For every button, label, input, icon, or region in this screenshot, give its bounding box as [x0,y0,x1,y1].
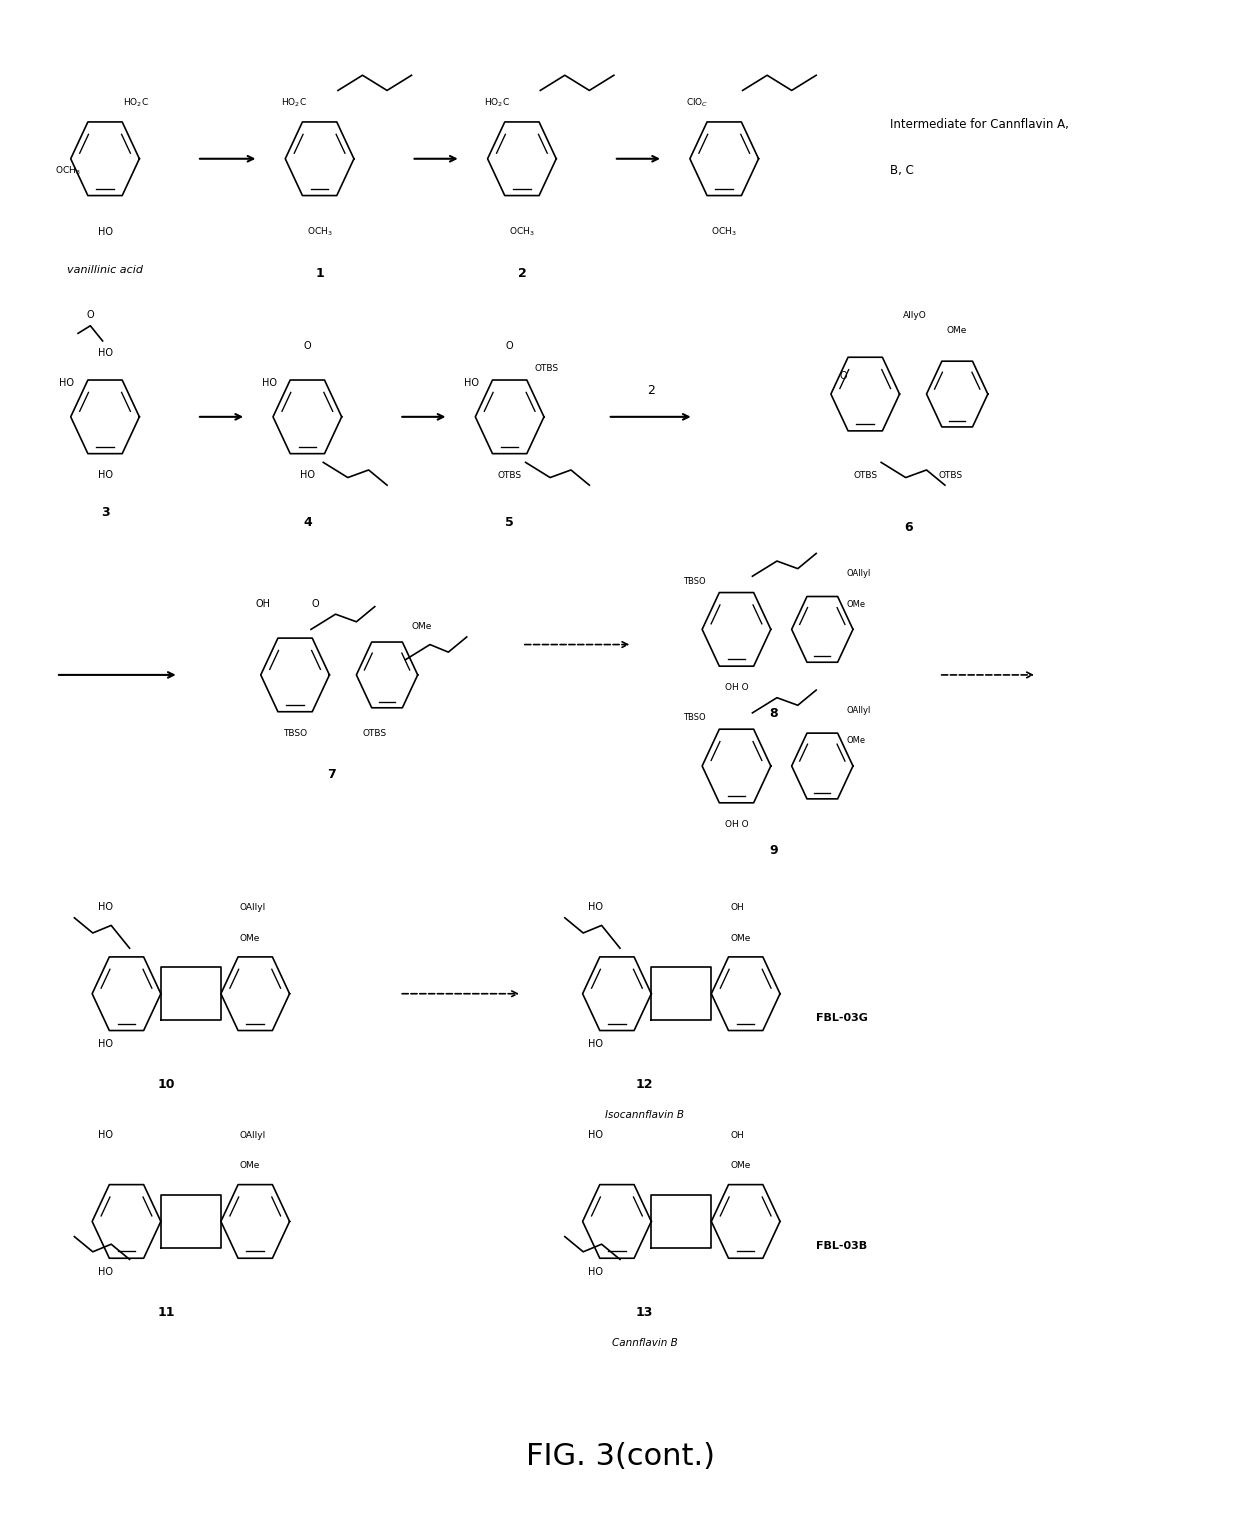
Text: O: O [87,309,94,320]
Text: 6: 6 [904,521,913,533]
Text: HO: HO [98,902,113,912]
Text: HO: HO [300,470,315,480]
Text: OMe: OMe [947,326,967,336]
Text: vanillinic acid: vanillinic acid [67,265,143,274]
Text: 7: 7 [327,768,336,781]
Text: HO$_2$C: HO$_2$C [484,97,510,109]
Text: Intermediate for Cannflavin A,: Intermediate for Cannflavin A, [890,118,1069,132]
Text: 4: 4 [303,516,311,529]
Text: HO: HO [464,378,479,389]
Text: OH: OH [730,1131,744,1140]
Text: OMe: OMe [239,933,260,942]
Text: 2: 2 [647,385,655,397]
Text: Isocannflavin B: Isocannflavin B [605,1111,684,1120]
Text: OAllyl: OAllyl [239,904,267,912]
Text: 8: 8 [769,708,777,720]
Text: O: O [311,599,319,608]
Text: OH O: OH O [724,683,748,692]
Text: 12: 12 [636,1079,653,1091]
Text: HO: HO [588,1131,603,1140]
Text: FBL-03B: FBL-03B [816,1241,867,1250]
Text: HO: HO [98,470,113,480]
Text: OMe: OMe [730,933,750,942]
Text: FIG. 3(cont.): FIG. 3(cont.) [526,1442,714,1471]
Text: 1: 1 [315,267,324,280]
Text: 9: 9 [769,844,777,856]
Text: B, C: B, C [890,164,914,176]
Text: OH: OH [255,599,270,608]
Text: OTBS: OTBS [363,729,387,737]
Text: OAllyl: OAllyl [239,1131,267,1140]
Text: HO$_2$C: HO$_2$C [281,97,308,109]
Text: OTBS: OTBS [939,470,963,480]
Text: HO: HO [588,1039,603,1049]
Text: OTBS: OTBS [534,365,558,374]
Text: AllyO: AllyO [903,311,926,320]
Text: OH: OH [730,904,744,912]
Text: HO: HO [98,1039,113,1049]
Text: Cannflavin B: Cannflavin B [611,1337,677,1348]
Text: 3: 3 [100,506,109,518]
Text: OMe: OMe [412,622,432,631]
Text: HO: HO [98,348,113,358]
Text: HO: HO [60,378,74,389]
Text: OMe: OMe [239,1161,260,1170]
Text: OTBS: OTBS [497,470,522,480]
Text: HO: HO [262,378,277,389]
Text: OAllyl: OAllyl [847,570,872,578]
Text: OTBS: OTBS [853,470,877,480]
Text: FBL-03G: FBL-03G [816,1013,868,1023]
Text: OCH$_3$: OCH$_3$ [55,165,81,178]
Text: OCH$_3$: OCH$_3$ [510,225,534,237]
Text: O: O [839,371,847,381]
Text: HO$_2$C: HO$_2$C [124,97,150,109]
Text: OCH$_3$: OCH$_3$ [712,225,737,237]
Text: ClO$_C$: ClO$_C$ [686,97,708,109]
Text: OCH$_3$: OCH$_3$ [306,225,332,237]
Text: 2: 2 [517,267,526,280]
Text: OAllyl: OAllyl [847,706,872,715]
Text: HO: HO [98,1131,113,1140]
Text: OH O: OH O [724,820,748,829]
Text: 10: 10 [157,1079,175,1091]
Text: 5: 5 [505,516,515,529]
Text: TBSO: TBSO [683,714,706,723]
Text: TBSO: TBSO [683,578,706,585]
Text: HO: HO [98,1267,113,1276]
Text: HO: HO [98,227,113,236]
Text: 13: 13 [636,1305,653,1319]
Text: HO: HO [588,1267,603,1276]
Text: TBSO: TBSO [283,729,308,737]
Text: OMe: OMe [847,737,866,745]
Text: OMe: OMe [847,599,866,608]
Text: O: O [506,340,513,351]
Text: O: O [304,340,311,351]
Text: 11: 11 [157,1305,175,1319]
Text: HO: HO [588,902,603,912]
Text: OMe: OMe [730,1161,750,1170]
